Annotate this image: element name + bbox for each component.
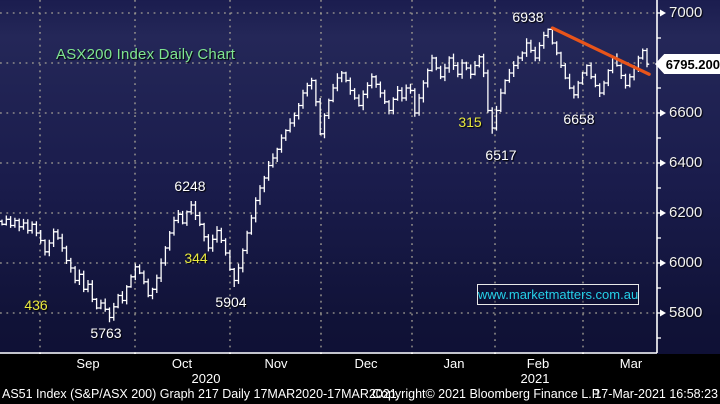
annotation-label: 5904 — [215, 294, 247, 310]
x-axis-month-label: Sep — [76, 356, 100, 371]
x-axis-month-label: Oct — [171, 356, 193, 371]
x-axis-month-label: Nov — [264, 356, 288, 371]
last-price-value: 6795.200 — [665, 56, 720, 72]
x-axis-strip: Sep Oct Nov Dec Jan Feb Mar 2020 2021 AS51 Index… — [0, 354, 720, 404]
ohlc-bars — [0, 27, 650, 323]
x-axis-month-label: Mar — [619, 356, 643, 371]
y-axis-label: 6200 — [669, 204, 703, 221]
annotation-label: 5763 — [90, 325, 122, 341]
trendline — [550, 26, 651, 76]
annotation-label: 6248 — [174, 178, 206, 194]
price-chart[interactable] — [0, 0, 720, 362]
status-copyright: Copyright© 2021 Bloomberg Finance L.P. — [372, 387, 602, 401]
marketmatters-watermark[interactable]: www.marketmatters.com.au — [477, 284, 639, 305]
status-instrument: AS51 Index (S&P/ASX 200) Graph 217 Daily… — [2, 387, 397, 401]
marketmatters-url[interactable]: www.marketmatters.com.au — [477, 287, 639, 302]
x-axis-year-label: 2021 — [520, 371, 550, 386]
x-axis-month-label: Feb — [526, 356, 550, 371]
y-axis-label: 6400 — [669, 154, 703, 171]
last-price-tag: 6795.200 — [655, 54, 720, 74]
annotation-label: 344 — [184, 250, 208, 266]
annotation-label: 6517 — [485, 147, 517, 163]
annotation-label: 6938 — [512, 9, 544, 25]
annotation-label: 6658 — [563, 111, 595, 127]
annotation-label: 315 — [458, 114, 482, 130]
y-axis-label: 7000 — [669, 4, 703, 21]
y-axis-label: 6000 — [669, 254, 703, 271]
x-axis-month-label: Jan — [443, 356, 465, 371]
chart-title: ASX200 Index Daily Chart — [56, 46, 236, 63]
y-axis-label: 5800 — [669, 304, 703, 321]
y-axis-label: 6600 — [669, 104, 703, 121]
x-axis-month-label: Dec — [354, 356, 378, 371]
annotation-label: 436 — [24, 297, 48, 313]
x-axis-year-label: 2020 — [191, 371, 221, 386]
status-timestamp: 17-Mar-2021 16:58:23 — [594, 387, 718, 401]
